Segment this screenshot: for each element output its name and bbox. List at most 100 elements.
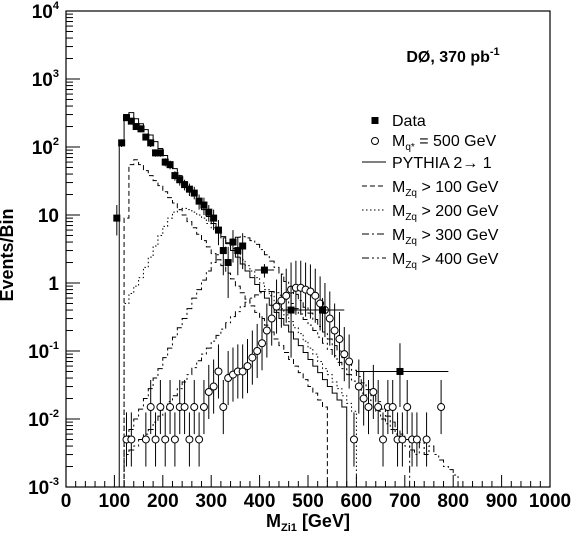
signal-point — [161, 435, 170, 444]
data-point — [287, 306, 295, 314]
signal-point — [219, 403, 228, 412]
x-tick-label: 900 — [486, 491, 518, 512]
data-point — [229, 238, 237, 246]
y-tick-label: 10-3 — [28, 476, 59, 499]
y-tick-label: 103 — [32, 68, 59, 91]
signal-point — [199, 403, 208, 412]
data-point — [176, 176, 184, 184]
signal-point — [209, 382, 218, 391]
data-point — [319, 306, 327, 314]
signal-point — [277, 296, 286, 305]
signal-point — [398, 435, 407, 444]
data-point — [234, 247, 242, 255]
x-tick-label: 200 — [147, 491, 179, 512]
signal-point — [388, 403, 397, 412]
data-point — [123, 114, 130, 122]
data-point — [260, 266, 268, 274]
signal-point — [166, 403, 175, 412]
signal-point — [422, 435, 431, 444]
signal-point — [156, 403, 165, 412]
signal-point — [262, 326, 271, 335]
data-point — [181, 181, 189, 189]
y-tick-label: 1 — [48, 274, 59, 295]
legend-label: MZq > 400 GeV — [392, 251, 499, 271]
data-point — [152, 149, 160, 157]
data-point — [132, 123, 140, 131]
signal-point — [127, 435, 136, 444]
curve-dotted — [123, 207, 357, 487]
curve-dashdot — [123, 236, 411, 487]
signal-point — [374, 403, 383, 412]
data-point — [239, 242, 247, 250]
signal-point — [437, 403, 446, 412]
signal-point — [340, 350, 349, 359]
y-tick-label: 102 — [32, 136, 59, 159]
signal-point — [272, 302, 281, 311]
curve-dashed — [123, 159, 328, 487]
data-point — [142, 133, 150, 141]
signal-point — [369, 387, 378, 396]
signal-point — [330, 326, 339, 335]
x-tick-label: 700 — [389, 491, 421, 512]
signal-point — [170, 435, 179, 444]
legend-data-marker — [371, 117, 379, 124]
signal-point — [248, 353, 257, 362]
legend-label: MZq > 200 GeV — [392, 203, 499, 223]
data-point — [214, 226, 222, 234]
signal-point — [267, 314, 276, 323]
signal-point — [151, 435, 160, 444]
signal-point — [379, 435, 388, 444]
legend-label: PYTHIA 2→ 1 — [392, 155, 492, 172]
x-tick-label: 300 — [195, 491, 227, 512]
legend-signal-marker — [371, 137, 379, 145]
data-point — [185, 185, 193, 193]
legend-label: MZq > 300 GeV — [392, 227, 499, 247]
data-point — [147, 139, 155, 147]
x-tick-label: 600 — [341, 491, 373, 512]
experiment-label: DØ, 370 pb-1 — [406, 46, 499, 66]
signal-point — [403, 403, 412, 412]
signal-point — [282, 291, 291, 300]
signal-point — [195, 435, 204, 444]
data-point — [156, 149, 164, 157]
x-axis-title: MZi1 [GeV] — [266, 511, 350, 534]
data-point — [195, 197, 203, 205]
signal-point — [349, 435, 358, 444]
signal-point — [364, 403, 373, 412]
y-tick-label: 10-2 — [28, 408, 59, 431]
data-point — [137, 125, 145, 133]
data-point — [118, 139, 126, 147]
signal-point — [190, 403, 199, 412]
data-point — [171, 172, 179, 180]
signal-point — [238, 367, 247, 376]
x-tick-label: 100 — [99, 491, 131, 512]
signal-point — [204, 387, 213, 396]
signal-point — [412, 435, 421, 444]
data-point — [210, 214, 218, 222]
y-tick-label: 104 — [32, 0, 60, 23]
x-tick-label: 0 — [61, 491, 72, 512]
signal-point — [185, 435, 194, 444]
y-axis-title: Events/Bin — [0, 208, 17, 301]
data-point — [127, 117, 135, 125]
data-point — [219, 247, 227, 255]
data-points — [113, 114, 449, 467]
signal-point — [345, 357, 354, 366]
signal-point — [180, 403, 189, 412]
legend-label: Mq* = 500 GeV — [392, 133, 497, 153]
legend-label: MZq > 100 GeV — [392, 179, 499, 199]
signal-point — [311, 291, 320, 300]
signal-point — [335, 335, 344, 344]
data-point — [396, 367, 404, 375]
signal-point — [214, 367, 223, 376]
signal-point — [141, 435, 150, 444]
data-point — [113, 214, 121, 222]
signal-point — [359, 394, 368, 403]
signal-point — [243, 362, 252, 371]
signal-point — [325, 314, 334, 323]
x-tick-label: 500 — [292, 491, 324, 512]
y-tick-label: 10 — [38, 206, 59, 227]
signal-point — [354, 382, 363, 391]
data-point — [161, 158, 169, 166]
